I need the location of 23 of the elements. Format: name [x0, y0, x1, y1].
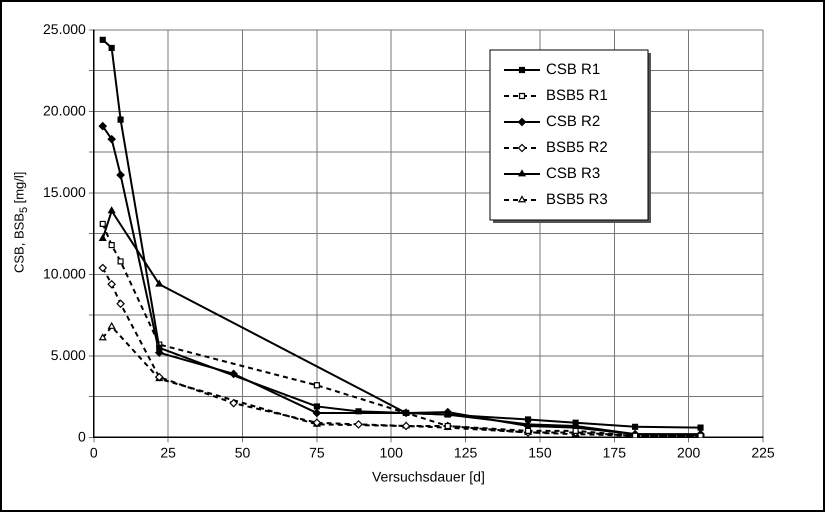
x-tick-label: 225 [751, 444, 775, 461]
x-tick-label: 150 [528, 444, 552, 461]
legend-label: BSB5 R2 [546, 139, 608, 156]
y-tick-label: 25.000 [42, 20, 86, 37]
x-tick-label: 75 [309, 444, 325, 461]
x-tick-label: 125 [454, 444, 478, 461]
legend-label: CSB R1 [546, 61, 600, 78]
legend-label: CSB R2 [546, 113, 600, 130]
legend-label: BSB5 R3 [546, 191, 608, 208]
x-tick-label: 175 [602, 444, 626, 461]
legend-label: BSB5 R1 [546, 87, 608, 104]
y-tick-label: 20.000 [42, 102, 86, 118]
x-tick-label: 25 [160, 444, 176, 461]
x-tick-label: 50 [234, 444, 251, 461]
y-tick-label: 0 [78, 428, 86, 444]
y-tick-label: 10.000 [42, 265, 86, 282]
legend-label: CSB R3 [546, 165, 600, 182]
x-tick-label: 100 [380, 444, 404, 461]
y-tick-label: 5.000 [50, 346, 86, 363]
x-axis-title: Versuchsdauer [d] [372, 468, 485, 484]
x-tick-label: 0 [90, 444, 98, 461]
y-tick-label: 15.000 [42, 184, 86, 200]
x-tick-label: 200 [676, 444, 701, 461]
